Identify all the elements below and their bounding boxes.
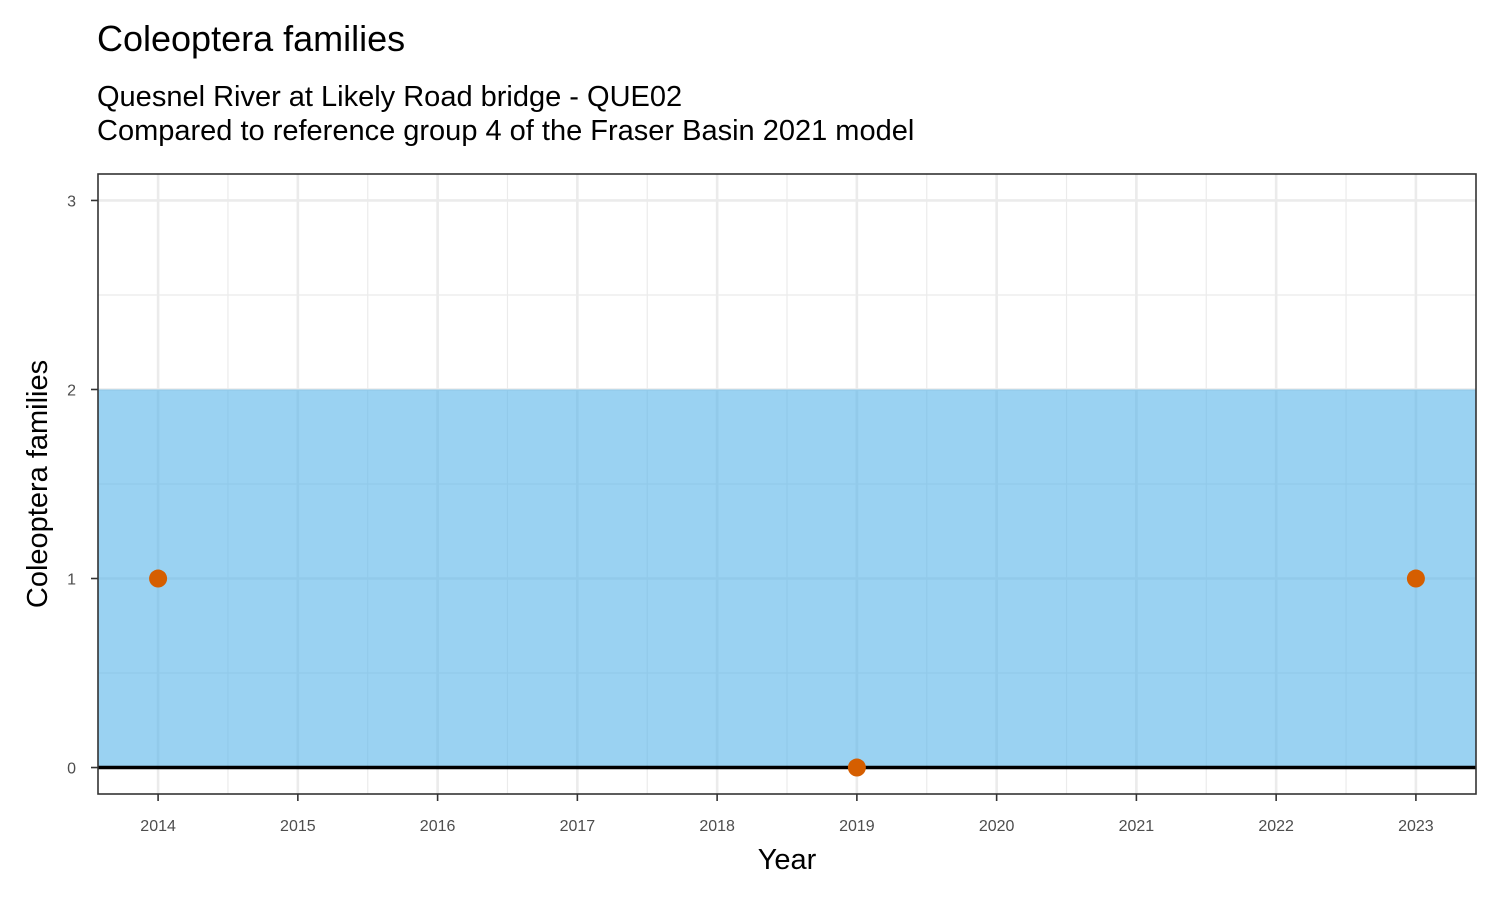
y-axis: 0 1 2 3	[67, 193, 98, 778]
x-tick-label: 2022	[1258, 818, 1294, 835]
x-tick-label: 2016	[420, 818, 456, 835]
chart-subtitle-line-1: Quesnel River at Likely Road bridge - QU…	[97, 81, 683, 113]
x-tick-label: 2018	[699, 818, 735, 835]
x-tick-label: 2017	[560, 818, 596, 835]
y-tick-label: 3	[67, 193, 76, 210]
plot-panel-border	[97, 173, 1477, 795]
data-point	[1406, 569, 1425, 588]
chart-subtitle-line-2: Compared to reference group 4 of the Fra…	[97, 115, 915, 147]
x-tick-label: 2014	[140, 818, 176, 835]
y-tick-label: 2	[67, 382, 76, 399]
x-tick-label: 2021	[1119, 818, 1155, 835]
reference-band	[98, 389, 1476, 768]
data-point	[149, 569, 168, 588]
x-tick-label: 2023	[1398, 818, 1434, 835]
y-tick-label: 1	[67, 572, 76, 589]
y-axis-title: Coleoptera families	[22, 360, 54, 608]
chart-title: Coleoptera families	[97, 18, 406, 59]
x-tick-label: 2019	[839, 818, 875, 835]
y-tick-label: 0	[67, 761, 76, 778]
x-axis: 2014 2015 2016 2017 2018 2019 2020 2021 2022 2023	[140, 794, 1434, 835]
x-tick-label: 2020	[979, 818, 1015, 835]
x-axis-title: Year	[758, 844, 817, 876]
data-points	[149, 569, 1425, 777]
x-tick-label: 2015	[280, 818, 316, 835]
data-point	[847, 758, 866, 777]
